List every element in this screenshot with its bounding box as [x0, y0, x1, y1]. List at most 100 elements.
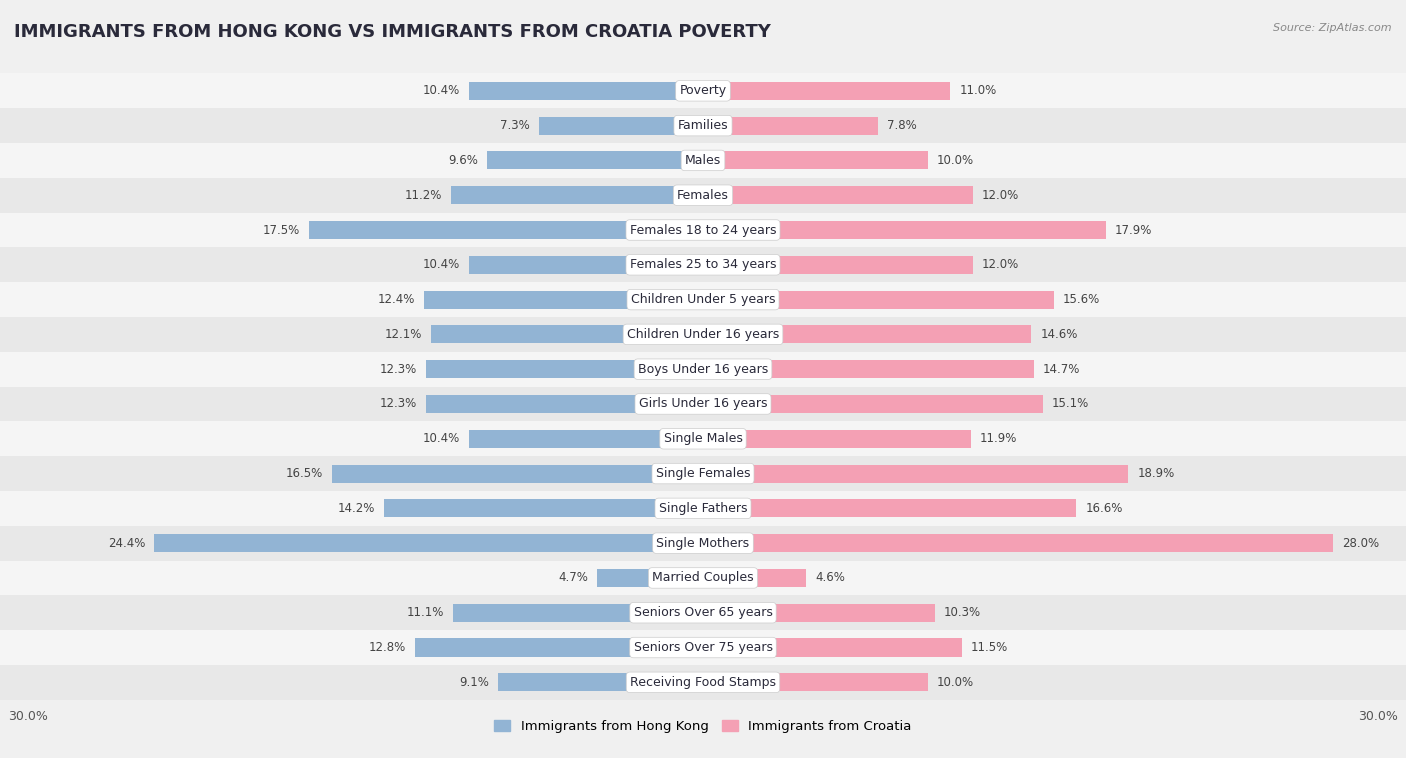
Text: 10.3%: 10.3% [943, 606, 981, 619]
Bar [0, 491, 1406, 526]
Text: Females 18 to 24 years: Females 18 to 24 years [630, 224, 776, 236]
Bar [703, 152, 928, 170]
Bar [415, 638, 703, 656]
Text: 11.9%: 11.9% [980, 432, 1017, 445]
Bar [426, 360, 703, 378]
Bar [426, 395, 703, 413]
Bar [703, 673, 928, 691]
Legend: Immigrants from Hong Kong, Immigrants from Croatia: Immigrants from Hong Kong, Immigrants fr… [495, 720, 911, 733]
Bar [703, 290, 1054, 309]
Bar [309, 221, 703, 239]
Bar [0, 143, 1406, 178]
Bar [430, 325, 703, 343]
Bar [0, 421, 1406, 456]
Bar [0, 456, 1406, 491]
Text: 10.4%: 10.4% [423, 84, 460, 97]
Text: 4.6%: 4.6% [815, 572, 845, 584]
Text: Married Couples: Married Couples [652, 572, 754, 584]
Text: Boys Under 16 years: Boys Under 16 years [638, 362, 768, 376]
Bar [0, 178, 1406, 212]
Bar [498, 673, 703, 691]
Bar [0, 212, 1406, 247]
Text: 12.0%: 12.0% [981, 189, 1019, 202]
Text: 28.0%: 28.0% [1341, 537, 1379, 550]
Bar [703, 221, 1105, 239]
Bar [486, 152, 703, 170]
Text: 11.1%: 11.1% [406, 606, 444, 619]
Bar [703, 465, 1128, 483]
Text: 15.1%: 15.1% [1052, 397, 1088, 411]
Bar [703, 430, 970, 448]
Bar [0, 317, 1406, 352]
Bar [703, 325, 1032, 343]
Text: 12.3%: 12.3% [380, 397, 418, 411]
Bar [598, 569, 703, 587]
Bar [332, 465, 703, 483]
Text: 14.2%: 14.2% [337, 502, 374, 515]
Text: 11.2%: 11.2% [405, 189, 441, 202]
Bar [703, 186, 973, 204]
Bar [0, 282, 1406, 317]
Bar [451, 186, 703, 204]
Text: Single Females: Single Females [655, 467, 751, 480]
Text: Single Males: Single Males [664, 432, 742, 445]
Text: Seniors Over 65 years: Seniors Over 65 years [634, 606, 772, 619]
Bar [703, 117, 879, 135]
Text: 16.6%: 16.6% [1085, 502, 1123, 515]
Bar [0, 665, 1406, 700]
Bar [703, 255, 973, 274]
Text: 10.0%: 10.0% [936, 154, 974, 167]
Bar [0, 595, 1406, 630]
Bar [703, 395, 1043, 413]
Text: 12.1%: 12.1% [384, 328, 422, 341]
Text: 12.3%: 12.3% [380, 362, 418, 376]
Text: Males: Males [685, 154, 721, 167]
Text: 11.5%: 11.5% [970, 641, 1008, 654]
Bar [155, 534, 703, 552]
Bar [703, 360, 1033, 378]
Text: Receiving Food Stamps: Receiving Food Stamps [630, 676, 776, 689]
Text: Seniors Over 75 years: Seniors Over 75 years [634, 641, 772, 654]
Bar [0, 74, 1406, 108]
Bar [538, 117, 703, 135]
Text: 7.8%: 7.8% [887, 119, 917, 132]
Text: Children Under 5 years: Children Under 5 years [631, 293, 775, 306]
Text: Single Mothers: Single Mothers [657, 537, 749, 550]
Text: Source: ZipAtlas.com: Source: ZipAtlas.com [1274, 23, 1392, 33]
Bar [703, 82, 950, 100]
Text: Families: Families [678, 119, 728, 132]
Bar [384, 500, 703, 518]
Text: Females 25 to 34 years: Females 25 to 34 years [630, 258, 776, 271]
Text: Children Under 16 years: Children Under 16 years [627, 328, 779, 341]
Text: 4.7%: 4.7% [558, 572, 588, 584]
Bar [703, 500, 1077, 518]
Bar [453, 603, 703, 622]
Text: Girls Under 16 years: Girls Under 16 years [638, 397, 768, 411]
Text: 10.4%: 10.4% [423, 258, 460, 271]
Bar [703, 534, 1333, 552]
Text: Single Fathers: Single Fathers [659, 502, 747, 515]
Text: 11.0%: 11.0% [959, 84, 997, 97]
Text: IMMIGRANTS FROM HONG KONG VS IMMIGRANTS FROM CROATIA POVERTY: IMMIGRANTS FROM HONG KONG VS IMMIGRANTS … [14, 23, 770, 41]
Bar [470, 82, 703, 100]
Bar [0, 561, 1406, 595]
Text: 12.4%: 12.4% [378, 293, 415, 306]
Text: 14.7%: 14.7% [1043, 362, 1080, 376]
Bar [0, 108, 1406, 143]
Text: 7.3%: 7.3% [501, 119, 530, 132]
Text: 10.4%: 10.4% [423, 432, 460, 445]
Bar [703, 638, 962, 656]
Text: 14.6%: 14.6% [1040, 328, 1078, 341]
Text: 12.8%: 12.8% [368, 641, 406, 654]
Bar [0, 526, 1406, 561]
Text: 24.4%: 24.4% [108, 537, 145, 550]
Bar [703, 569, 807, 587]
Bar [0, 387, 1406, 421]
Text: 9.6%: 9.6% [449, 154, 478, 167]
Text: 15.6%: 15.6% [1063, 293, 1099, 306]
Text: Females: Females [678, 189, 728, 202]
Bar [0, 247, 1406, 282]
Bar [703, 603, 935, 622]
Text: 12.0%: 12.0% [981, 258, 1019, 271]
Text: 17.9%: 17.9% [1115, 224, 1152, 236]
